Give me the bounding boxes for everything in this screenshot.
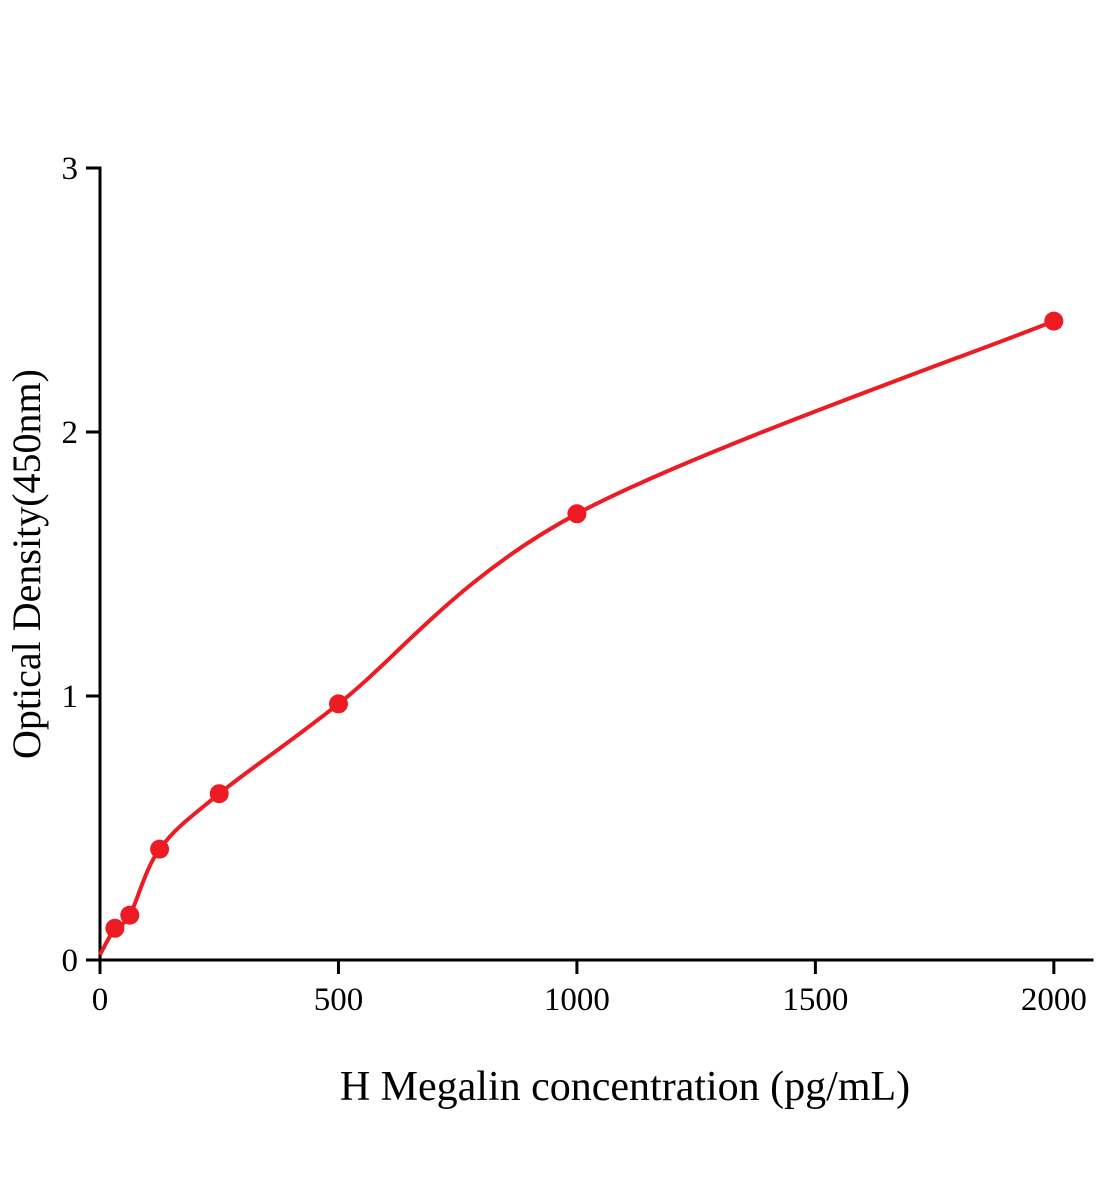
plot-area: 0 500 1000 1500 2000 0 1 2 3 <box>62 151 1094 1018</box>
y-axis-title: Optical Density(450nm) <box>4 369 49 759</box>
y-tick-label: 1 <box>62 679 79 715</box>
data-point <box>567 504 587 524</box>
x-tick-label: 0 <box>92 982 109 1018</box>
x-tick-label: 1000 <box>544 982 610 1018</box>
y-tick-label: 0 <box>62 943 79 979</box>
x-tick-label: 1500 <box>782 982 848 1018</box>
x-axis-title: H Megalin concentration (pg/mL) <box>340 1064 910 1110</box>
y-tick-label: 3 <box>62 151 79 187</box>
data-point <box>105 918 125 938</box>
x-tick-label: 2000 <box>1021 982 1087 1018</box>
x-tick-label: 500 <box>314 982 364 1018</box>
data-point <box>120 905 140 925</box>
data-point <box>1044 311 1064 331</box>
data-point <box>150 839 170 859</box>
data-point <box>209 784 229 804</box>
y-tick-label: 2 <box>62 415 79 451</box>
fit-curve <box>98 319 1055 956</box>
data-point <box>329 694 348 714</box>
